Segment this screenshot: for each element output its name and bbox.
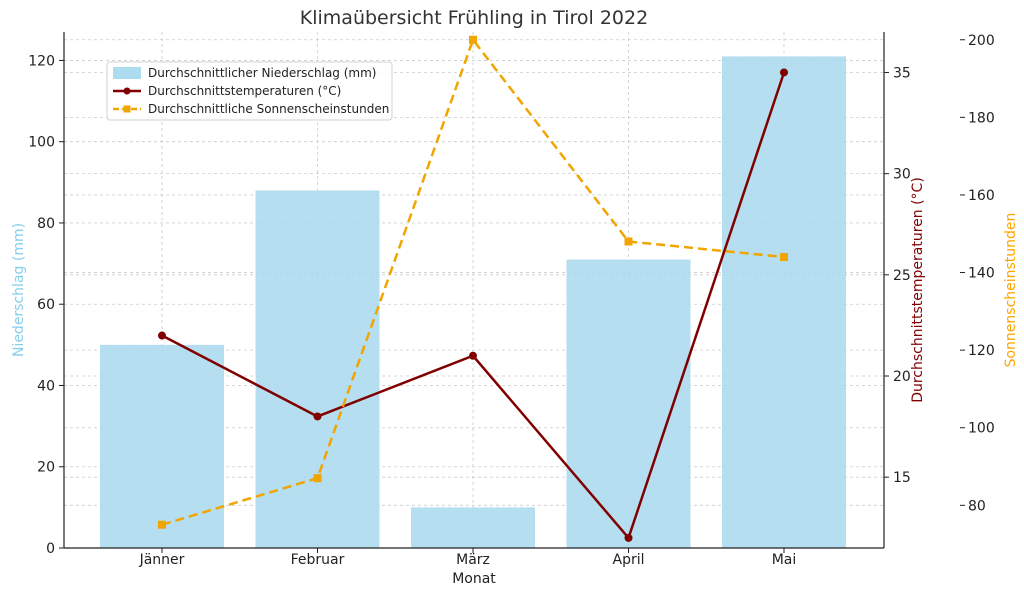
sunshine-point-3: [624, 237, 633, 246]
legend-box: [106, 61, 393, 121]
y-tick-temperature-label-15: 15: [893, 470, 911, 486]
temperature-point-1: [313, 412, 322, 421]
y-axis-left-label: Niederschlag (mm): [11, 223, 27, 357]
precipitation-bar-3: [566, 259, 691, 548]
grid-lines: [64, 32, 884, 548]
y-tick-left-label-0: 0: [46, 541, 55, 557]
y-tick-sunshine-label-120: 120: [968, 343, 995, 359]
legend-swatch-temperature-marker: [123, 87, 131, 95]
y-axis-right-temperature-label: Durchschnittstemperaturen (°C): [910, 177, 926, 403]
temperature-point-0: [158, 331, 166, 340]
bar-series: [100, 56, 846, 548]
y-tick-left-label-40: 40: [37, 378, 55, 394]
y-tick-sunshine-label-160: 160: [968, 188, 995, 204]
sunshine-point-2: [469, 35, 477, 44]
y-axis-right-sunshine-label: Sonnenscheinstunden: [1003, 213, 1019, 368]
precipitation-bar-0: [100, 344, 224, 548]
legend: Durchschnittlicher Niederschlag (mm) Durc…: [106, 61, 393, 121]
temperature-point-3: [624, 533, 633, 542]
y-tick-temperature-label-30: 30: [893, 167, 911, 183]
legend-label-sunshine: Durchschnittliche Sonnenscheinstunden: [148, 102, 389, 116]
x-tick-label-4: Mai: [772, 552, 797, 568]
precipitation-bar-4: [722, 56, 846, 548]
temperature-point-4: [780, 68, 788, 77]
axes: 0 20 40 60 80 100 120 15 20 25 30 35 80 100 120 140 160 1…: [28, 32, 995, 568]
y-tick-left-label-100: 100: [28, 135, 55, 151]
y-tick-temperature-label-25: 25: [893, 268, 911, 284]
x-tick-label-1: Februar: [291, 552, 345, 568]
temperature-point-2: [469, 351, 477, 360]
precipitation-bar-1: [255, 190, 380, 548]
x-tick-label-3: April: [613, 552, 645, 568]
sunshine-point-4: [780, 253, 788, 262]
y-tick-sunshine-label-140: 140: [968, 266, 995, 282]
y-tick-temperature-label-35: 35: [893, 65, 911, 81]
y-tick-temperature-label-20: 20: [893, 369, 911, 385]
legend-swatch-precipitation: [113, 67, 141, 79]
line-series: [158, 35, 788, 542]
y-tick-left-label-80: 80: [37, 216, 55, 232]
y-tick-sunshine-label-80: 80: [968, 498, 986, 514]
precipitation-bar-2: [411, 507, 535, 548]
x-axis-label: Monat: [452, 571, 496, 587]
sunshine-point-0: [158, 520, 166, 529]
x-tick-label-2: März: [456, 552, 490, 568]
chart-title: Klimaübersicht Frühling in Tirol 2022: [300, 7, 648, 29]
legend-label-temperature: Durchschnittstemperaturen (°C): [148, 84, 341, 98]
y-tick-left-label-60: 60: [37, 297, 55, 313]
legend-swatch-sunshine-marker: [123, 105, 131, 113]
y-tick-sunshine-label-180: 180: [968, 110, 995, 126]
sunshine-point-1: [313, 474, 322, 483]
x-tick-label-0: Jänner: [139, 552, 185, 568]
y-tick-sunshine-label-100: 100: [968, 421, 995, 437]
y-tick-left-label-20: 20: [37, 460, 55, 476]
y-tick-sunshine-label-200: 200: [968, 33, 995, 49]
y-tick-left-label-120: 120: [28, 53, 55, 69]
legend-label-precipitation: Durchschnittlicher Niederschlag (mm): [148, 66, 376, 80]
